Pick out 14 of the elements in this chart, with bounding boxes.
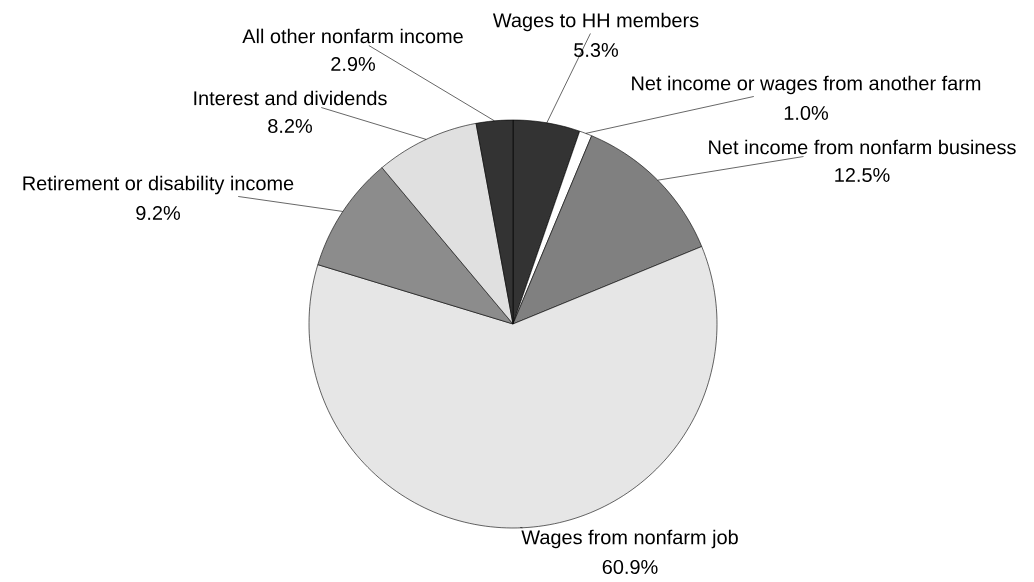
slice-label: Net income or wages from another farm — [632, 75, 981, 95]
data-label: 2.9% — [331, 56, 375, 72]
data-label: 9.2% — [136, 205, 180, 221]
data-label: 1.0% — [784, 105, 828, 121]
slice-label: All other nonfarm income — [242, 28, 463, 44]
data-label: 12.5% — [835, 167, 890, 183]
slice-label: Wages from nonfarm job — [521, 529, 738, 549]
slice-label: Interest and dividends — [194, 90, 387, 106]
slice-label: Wages to HH members — [492, 12, 699, 32]
data-label: 8.2% — [268, 118, 312, 134]
slice-label: Retirement or disability income — [23, 175, 294, 195]
slice-label: Net income from nonfarm business — [709, 139, 1016, 155]
data-label: 5.3% — [574, 42, 618, 58]
data-label: 60.9% — [602, 559, 658, 575]
